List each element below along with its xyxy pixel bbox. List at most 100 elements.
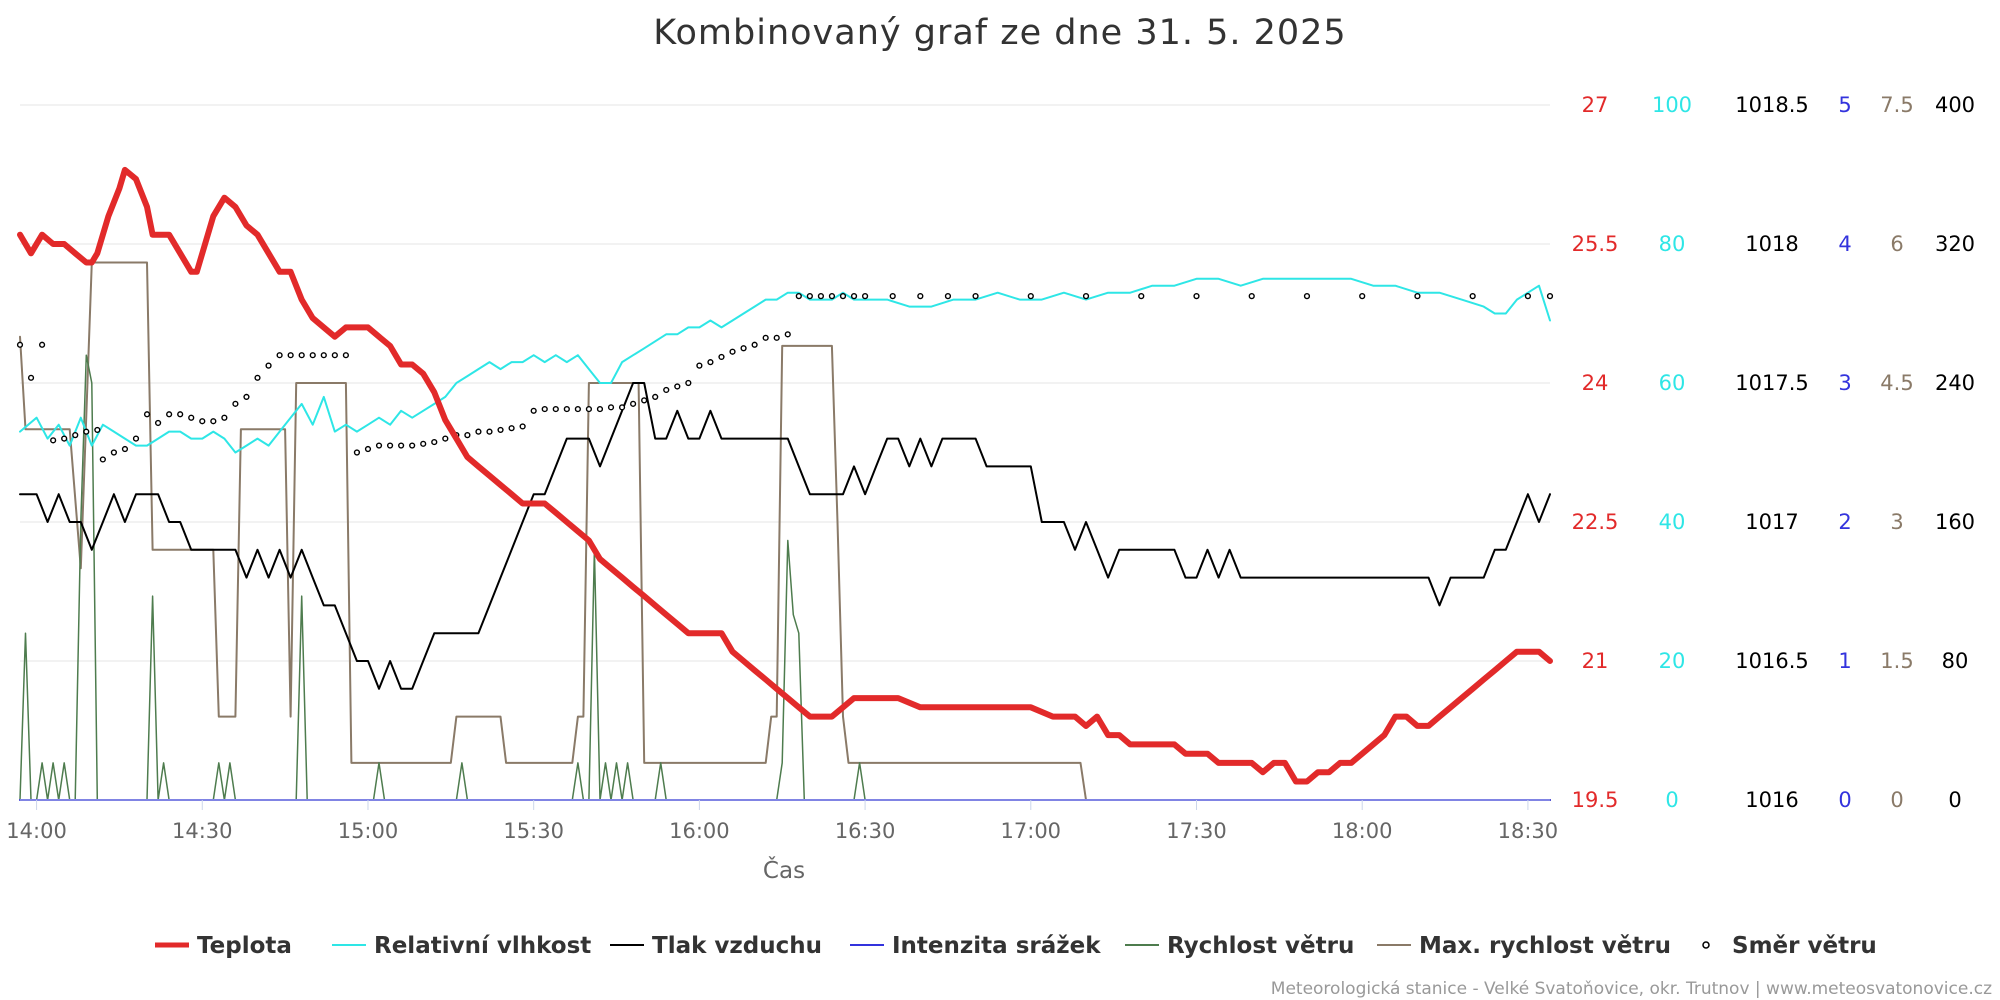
wind-direction-point bbox=[154, 419, 162, 427]
y-tick-label: 400 bbox=[1935, 93, 1975, 117]
wind-direction-point bbox=[1359, 293, 1366, 300]
legend: Teplota Relativní vlhkost Tlak vzduchu Inte… bbox=[155, 933, 1877, 959]
legend-item: Rychlost větru bbox=[1125, 933, 1354, 959]
wind-direction-point bbox=[61, 435, 68, 442]
wind-direction-point bbox=[784, 331, 791, 338]
wind-direction-point bbox=[27, 374, 35, 381]
wind-direction-point bbox=[740, 345, 747, 352]
x-axis-title: Čas bbox=[763, 856, 805, 884]
y-tick-label: 3 bbox=[1838, 371, 1851, 395]
wind-direction-point bbox=[817, 293, 825, 300]
wind-direction-point bbox=[828, 293, 836, 300]
x-tick-label: 15:00 bbox=[338, 819, 399, 843]
x-tick-label: 14:00 bbox=[6, 819, 67, 843]
y-axis-temp: 19.5 21 22.5 24 25.5 27 bbox=[1572, 93, 1619, 812]
x-tick-label: 14:30 bbox=[172, 819, 233, 843]
wind-direction-point bbox=[663, 386, 670, 394]
wind-direction-point bbox=[707, 359, 714, 366]
y-tick-label: 3 bbox=[1890, 510, 1903, 534]
wind-direction-point bbox=[552, 405, 559, 413]
x-tick-label: 17:30 bbox=[1166, 819, 1227, 843]
wind-direction-point bbox=[50, 437, 57, 444]
x-tick-label: 18:30 bbox=[1498, 819, 1559, 843]
wind-direction-point bbox=[917, 293, 924, 300]
wind-direction-point bbox=[1524, 293, 1532, 300]
wind-direction-point bbox=[596, 405, 604, 413]
y-tick-label: 0 bbox=[1948, 788, 1961, 812]
x-axis: 14:00 14:30 15:00 15:30 16:00 16:30 17:00 17:30… bbox=[6, 799, 1559, 843]
series-tlak-vzduchu-line bbox=[19, 382, 1551, 690]
y-tick-label: 160 bbox=[1935, 510, 1975, 534]
wind-direction-point bbox=[618, 404, 626, 411]
y-tick-label: 20 bbox=[1659, 649, 1686, 673]
wind-direction-point bbox=[298, 352, 305, 359]
wind-direction-point bbox=[530, 407, 537, 414]
wind-direction-point bbox=[630, 400, 637, 407]
wind-direction-point bbox=[320, 352, 327, 359]
y-tick-label: 1 bbox=[1838, 649, 1851, 673]
y-tick-label: 60 bbox=[1659, 371, 1686, 395]
wind-direction-point bbox=[83, 428, 90, 435]
series-max-rychlost-v-tru-line bbox=[19, 261, 1551, 801]
y-tick-label: 24 bbox=[1582, 371, 1609, 395]
wind-direction-point bbox=[641, 397, 648, 404]
legend-item: Teplota bbox=[155, 933, 292, 959]
wind-direction-point bbox=[331, 352, 338, 359]
wind-direction-point bbox=[1469, 293, 1476, 300]
y-tick-label: 1.5 bbox=[1880, 649, 1913, 673]
wind-direction-point bbox=[1546, 293, 1554, 300]
series-relativn-vlhkost-line bbox=[19, 277, 1551, 454]
legend-label: Tlak vzduchu bbox=[652, 933, 822, 959]
y-tick-label: 19.5 bbox=[1572, 788, 1619, 812]
wind-direction-point bbox=[585, 405, 593, 413]
wind-direction-point bbox=[944, 293, 952, 300]
wind-direction-point bbox=[1138, 293, 1145, 300]
legend-marker bbox=[1702, 941, 1710, 949]
legend-item: Tlak vzduchu bbox=[610, 933, 822, 959]
wind-direction-point bbox=[375, 442, 383, 449]
series-layer bbox=[16, 166, 1554, 801]
wind-direction-point bbox=[353, 449, 361, 456]
wind-direction-point bbox=[475, 428, 482, 435]
wind-direction-point bbox=[132, 435, 140, 442]
legend-item: Intenzita srážek bbox=[850, 933, 1101, 959]
wind-direction-point bbox=[166, 411, 173, 418]
y-tick-label: 320 bbox=[1935, 232, 1975, 256]
wind-direction-point bbox=[696, 362, 703, 369]
y-tick-label: 1017 bbox=[1745, 510, 1798, 534]
y-tick-label: 7.5 bbox=[1880, 93, 1913, 117]
wind-direction-point bbox=[486, 428, 493, 435]
wind-direction-point bbox=[342, 352, 349, 359]
wind-direction-point bbox=[674, 383, 681, 390]
wind-direction-point bbox=[309, 352, 316, 359]
wind-direction-point bbox=[94, 426, 101, 434]
wind-direction-point bbox=[541, 405, 548, 413]
wind-direction-point bbox=[972, 293, 979, 300]
wind-direction-point bbox=[1248, 293, 1255, 300]
wind-direction-point bbox=[72, 432, 79, 439]
x-tick-label: 16:30 bbox=[835, 819, 896, 843]
y-tick-label: 25.5 bbox=[1572, 232, 1619, 256]
chart-title: Kombinovaný graf ze dne 31. 5. 2025 bbox=[653, 13, 1346, 53]
wind-direction-point bbox=[652, 393, 659, 401]
y-tick-label: 1018.5 bbox=[1735, 93, 1808, 117]
wind-direction-point bbox=[685, 379, 692, 387]
wind-direction-point bbox=[287, 352, 294, 359]
series-teplota-line bbox=[17, 166, 1553, 785]
legend-item: Max. rychlost větru bbox=[1377, 933, 1671, 959]
y-tick-label: 1018 bbox=[1745, 232, 1798, 256]
y-axes: 19.52122.52425.52702040608010010161016.5… bbox=[1572, 93, 1975, 812]
y-axis-dir: 0 80 160 240 320 400 bbox=[1935, 93, 1975, 812]
wind-direction-point bbox=[508, 425, 515, 432]
x-tick-label: 16:00 bbox=[669, 819, 730, 843]
wind-direction-point bbox=[398, 442, 405, 449]
legend-item: Relativní vlhkost bbox=[332, 933, 591, 959]
wind-direction-point bbox=[420, 440, 427, 447]
y-tick-label: 40 bbox=[1659, 510, 1686, 534]
x-tick-label: 17:00 bbox=[1001, 819, 1062, 843]
legend-label: Teplota bbox=[197, 933, 292, 959]
legend-label: Relativní vlhkost bbox=[374, 933, 591, 959]
wind-direction-point bbox=[1414, 293, 1421, 300]
y-axis-gust: 0 1.5 3 4.5 6 7.5 bbox=[1880, 93, 1913, 812]
legend-label: Max. rychlost větru bbox=[1419, 933, 1671, 959]
